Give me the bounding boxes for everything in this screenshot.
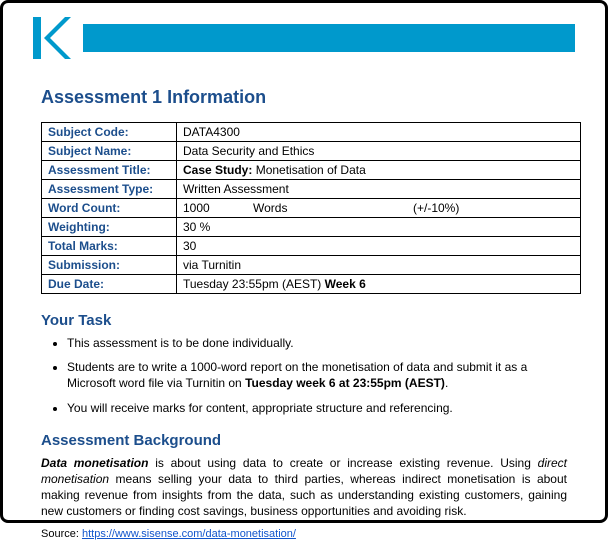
word-count-unit: Words: [253, 201, 413, 215]
cell-value: Case Study: Monetisation of Data: [177, 161, 581, 180]
text-run-bold: Tuesday week 6 at 23:55pm (AEST): [245, 376, 445, 390]
cell-label: Submission:: [42, 256, 177, 275]
cell-value: DATA4300: [177, 123, 581, 142]
table-row: Due Date: Tuesday 23:55pm (AEST) Week 6: [42, 275, 581, 294]
cell-label: Assessment Type:: [42, 180, 177, 199]
cell-label: Assessment Title:: [42, 161, 177, 180]
cell-label: Subject Name:: [42, 142, 177, 161]
cell-value: Data Security and Ethics: [177, 142, 581, 161]
cell-label: Total Marks:: [42, 237, 177, 256]
cell-value: via Turnitin: [177, 256, 581, 275]
table-row: Weighting: 30 %: [42, 218, 581, 237]
brand-logo-icon: [33, 17, 71, 59]
table-row: Assessment Title: Case Study: Monetisati…: [42, 161, 581, 180]
your-task-heading: Your Task: [41, 312, 575, 329]
background-heading: Assessment Background: [41, 432, 575, 449]
cell-value: 30 %: [177, 218, 581, 237]
table-row: Submission: via Turnitin: [42, 256, 581, 275]
background-paragraph: Data monetisation is about using data to…: [41, 455, 567, 520]
word-count-number: 1000: [183, 201, 253, 215]
cell-value: Tuesday 23:55pm (AEST) Week 6: [177, 275, 581, 294]
header: [33, 17, 575, 59]
cell-label: Word Count:: [42, 199, 177, 218]
cell-label: Due Date:: [42, 275, 177, 294]
cell-value-plain: Tuesday 23:55pm (AEST): [183, 277, 325, 291]
text-run: is about using data to create or increas…: [148, 456, 537, 470]
cell-label: Subject Code:: [42, 123, 177, 142]
table-row: Subject Name: Data Security and Ethics: [42, 142, 581, 161]
table-row: Subject Code: DATA4300: [42, 123, 581, 142]
cell-value-bold: Week 6: [325, 277, 366, 291]
table-row: Total Marks: 30: [42, 237, 581, 256]
cell-value: Written Assessment: [177, 180, 581, 199]
task-list: This assessment is to be done individual…: [67, 335, 575, 416]
text-run: .: [445, 376, 448, 390]
text-run-bold-italic: Data monetisation: [41, 456, 148, 470]
source-line: Source: https://www.sisense.com/data-mon…: [41, 528, 567, 540]
header-bar: [83, 24, 575, 52]
text-run: means selling your data to third parties…: [41, 472, 567, 518]
source-link[interactable]: https://www.sisense.com/data-monetisatio…: [82, 528, 296, 540]
list-item: This assessment is to be done individual…: [67, 335, 575, 351]
source-label: Source:: [41, 528, 82, 540]
cell-label: Weighting:: [42, 218, 177, 237]
document-page: Assessment 1 Information Subject Code: D…: [3, 3, 605, 540]
cell-value: 1000 Words (+/-10%): [177, 199, 581, 218]
word-count-tolerance: (+/-10%): [413, 201, 574, 215]
cell-value-rest: Monetisation of Data: [252, 163, 365, 177]
page-title: Assessment 1 Information: [41, 87, 575, 108]
cell-value: 30: [177, 237, 581, 256]
list-item: You will receive marks for content, appr…: [67, 400, 575, 416]
cell-value-bold: Case Study:: [183, 163, 252, 177]
table-row: Assessment Type: Written Assessment: [42, 180, 581, 199]
table-row: Word Count: 1000 Words (+/-10%): [42, 199, 581, 218]
info-table: Subject Code: DATA4300 Subject Name: Dat…: [41, 122, 581, 294]
list-item: Students are to write a 1000-word report…: [67, 359, 575, 391]
